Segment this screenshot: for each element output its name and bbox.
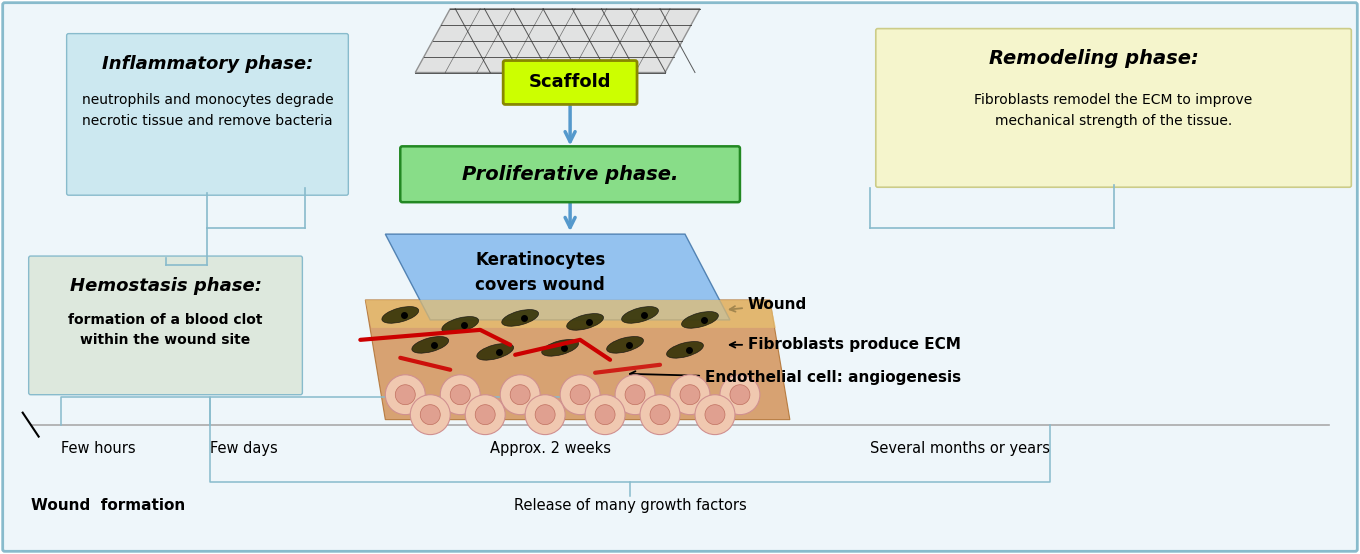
Text: Remodeling phase:: Remodeling phase:: [989, 49, 1198, 68]
Ellipse shape: [567, 314, 604, 330]
Text: Inflammatory phase:: Inflammatory phase:: [102, 54, 313, 73]
Polygon shape: [415, 9, 700, 73]
Circle shape: [596, 404, 615, 424]
Ellipse shape: [442, 316, 479, 333]
Circle shape: [626, 384, 645, 404]
Text: Scaffold: Scaffold: [529, 74, 612, 91]
Circle shape: [411, 394, 450, 434]
Circle shape: [719, 375, 760, 414]
Circle shape: [441, 375, 480, 414]
Ellipse shape: [412, 336, 449, 353]
FancyBboxPatch shape: [29, 256, 302, 394]
Circle shape: [585, 394, 626, 434]
Ellipse shape: [622, 306, 658, 323]
Ellipse shape: [502, 310, 539, 326]
Circle shape: [730, 384, 749, 404]
Circle shape: [534, 404, 555, 424]
Circle shape: [704, 404, 725, 424]
Circle shape: [500, 375, 540, 414]
FancyBboxPatch shape: [3, 3, 1357, 551]
Text: Fibroblasts remodel the ECM to improve
mechanical strength of the tissue.: Fibroblasts remodel the ECM to improve m…: [974, 93, 1253, 128]
Text: Wound  formation: Wound formation: [31, 499, 185, 514]
Text: Several months or years: Several months or years: [870, 440, 1050, 455]
Ellipse shape: [666, 341, 703, 358]
Polygon shape: [366, 300, 777, 328]
Text: formation of a blood clot
within the wound site: formation of a blood clot within the wou…: [68, 312, 262, 347]
FancyBboxPatch shape: [67, 34, 348, 195]
FancyBboxPatch shape: [503, 60, 636, 105]
Text: neutrophils and monocytes degrade
necrotic tissue and remove bacteria: neutrophils and monocytes degrade necrot…: [82, 93, 333, 128]
Text: Keratinocytes
covers wound: Keratinocytes covers wound: [475, 250, 605, 294]
Circle shape: [680, 384, 700, 404]
Circle shape: [560, 375, 600, 414]
FancyBboxPatch shape: [876, 29, 1352, 187]
Circle shape: [475, 404, 495, 424]
Ellipse shape: [477, 343, 514, 360]
Text: Endothelial cell: angiogenesis: Endothelial cell: angiogenesis: [704, 370, 962, 385]
Polygon shape: [366, 300, 790, 419]
Ellipse shape: [681, 311, 718, 328]
FancyBboxPatch shape: [400, 146, 740, 202]
Text: Few hours: Few hours: [61, 440, 135, 455]
Circle shape: [420, 404, 441, 424]
Circle shape: [615, 375, 656, 414]
Text: Approx. 2 weeks: Approx. 2 weeks: [490, 440, 611, 455]
Text: Proliferative phase.: Proliferative phase.: [462, 165, 679, 184]
Text: Wound: Wound: [748, 297, 808, 312]
Ellipse shape: [382, 306, 419, 323]
Text: Fibroblasts produce ECM: Fibroblasts produce ECM: [748, 337, 960, 352]
Ellipse shape: [607, 336, 643, 353]
Circle shape: [695, 394, 734, 434]
Text: Release of many growth factors: Release of many growth factors: [514, 499, 747, 514]
Circle shape: [670, 375, 710, 414]
Circle shape: [570, 384, 590, 404]
Circle shape: [650, 404, 670, 424]
Circle shape: [510, 384, 530, 404]
Text: Few days: Few days: [211, 440, 279, 455]
Circle shape: [385, 375, 426, 414]
Polygon shape: [385, 234, 730, 320]
Circle shape: [396, 384, 415, 404]
Circle shape: [525, 394, 566, 434]
Circle shape: [465, 394, 505, 434]
Ellipse shape: [541, 340, 578, 356]
Circle shape: [641, 394, 680, 434]
Text: Hemostasis phase:: Hemostasis phase:: [69, 277, 261, 295]
Circle shape: [450, 384, 471, 404]
